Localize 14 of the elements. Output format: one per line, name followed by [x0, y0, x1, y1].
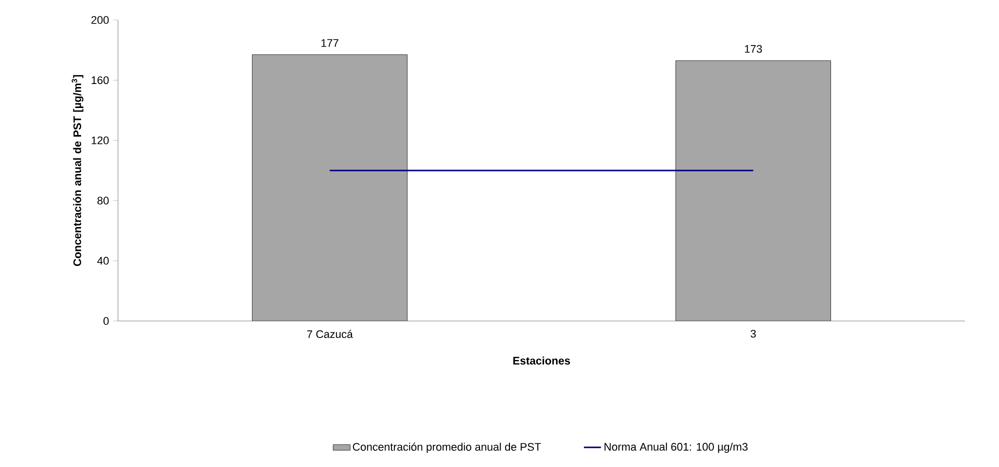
x-axis-title: Estaciones: [513, 356, 570, 365]
data-label: 173: [744, 45, 762, 53]
y-tick-label: 0: [103, 317, 109, 325]
data-label: 177: [321, 39, 338, 47]
y-tick-label: 80: [97, 196, 109, 204]
x-tick-label: 7 Cazucá: [307, 330, 353, 338]
legend-label: Norma Anual 601: 100 µg/m3: [604, 442, 748, 453]
x-tick-label: 3: [750, 330, 756, 338]
y-tick-label: 200: [91, 16, 109, 24]
y-tick-label: 40: [97, 256, 109, 265]
y-axis-title: Concentración anual de PST [µg/m$^{3}$]: [72, 75, 84, 266]
y-tick-label: 160: [92, 76, 109, 84]
legend-label: Concentración promedio anual de PST: [352, 442, 541, 453]
y-tick-label: 120: [92, 136, 109, 144]
